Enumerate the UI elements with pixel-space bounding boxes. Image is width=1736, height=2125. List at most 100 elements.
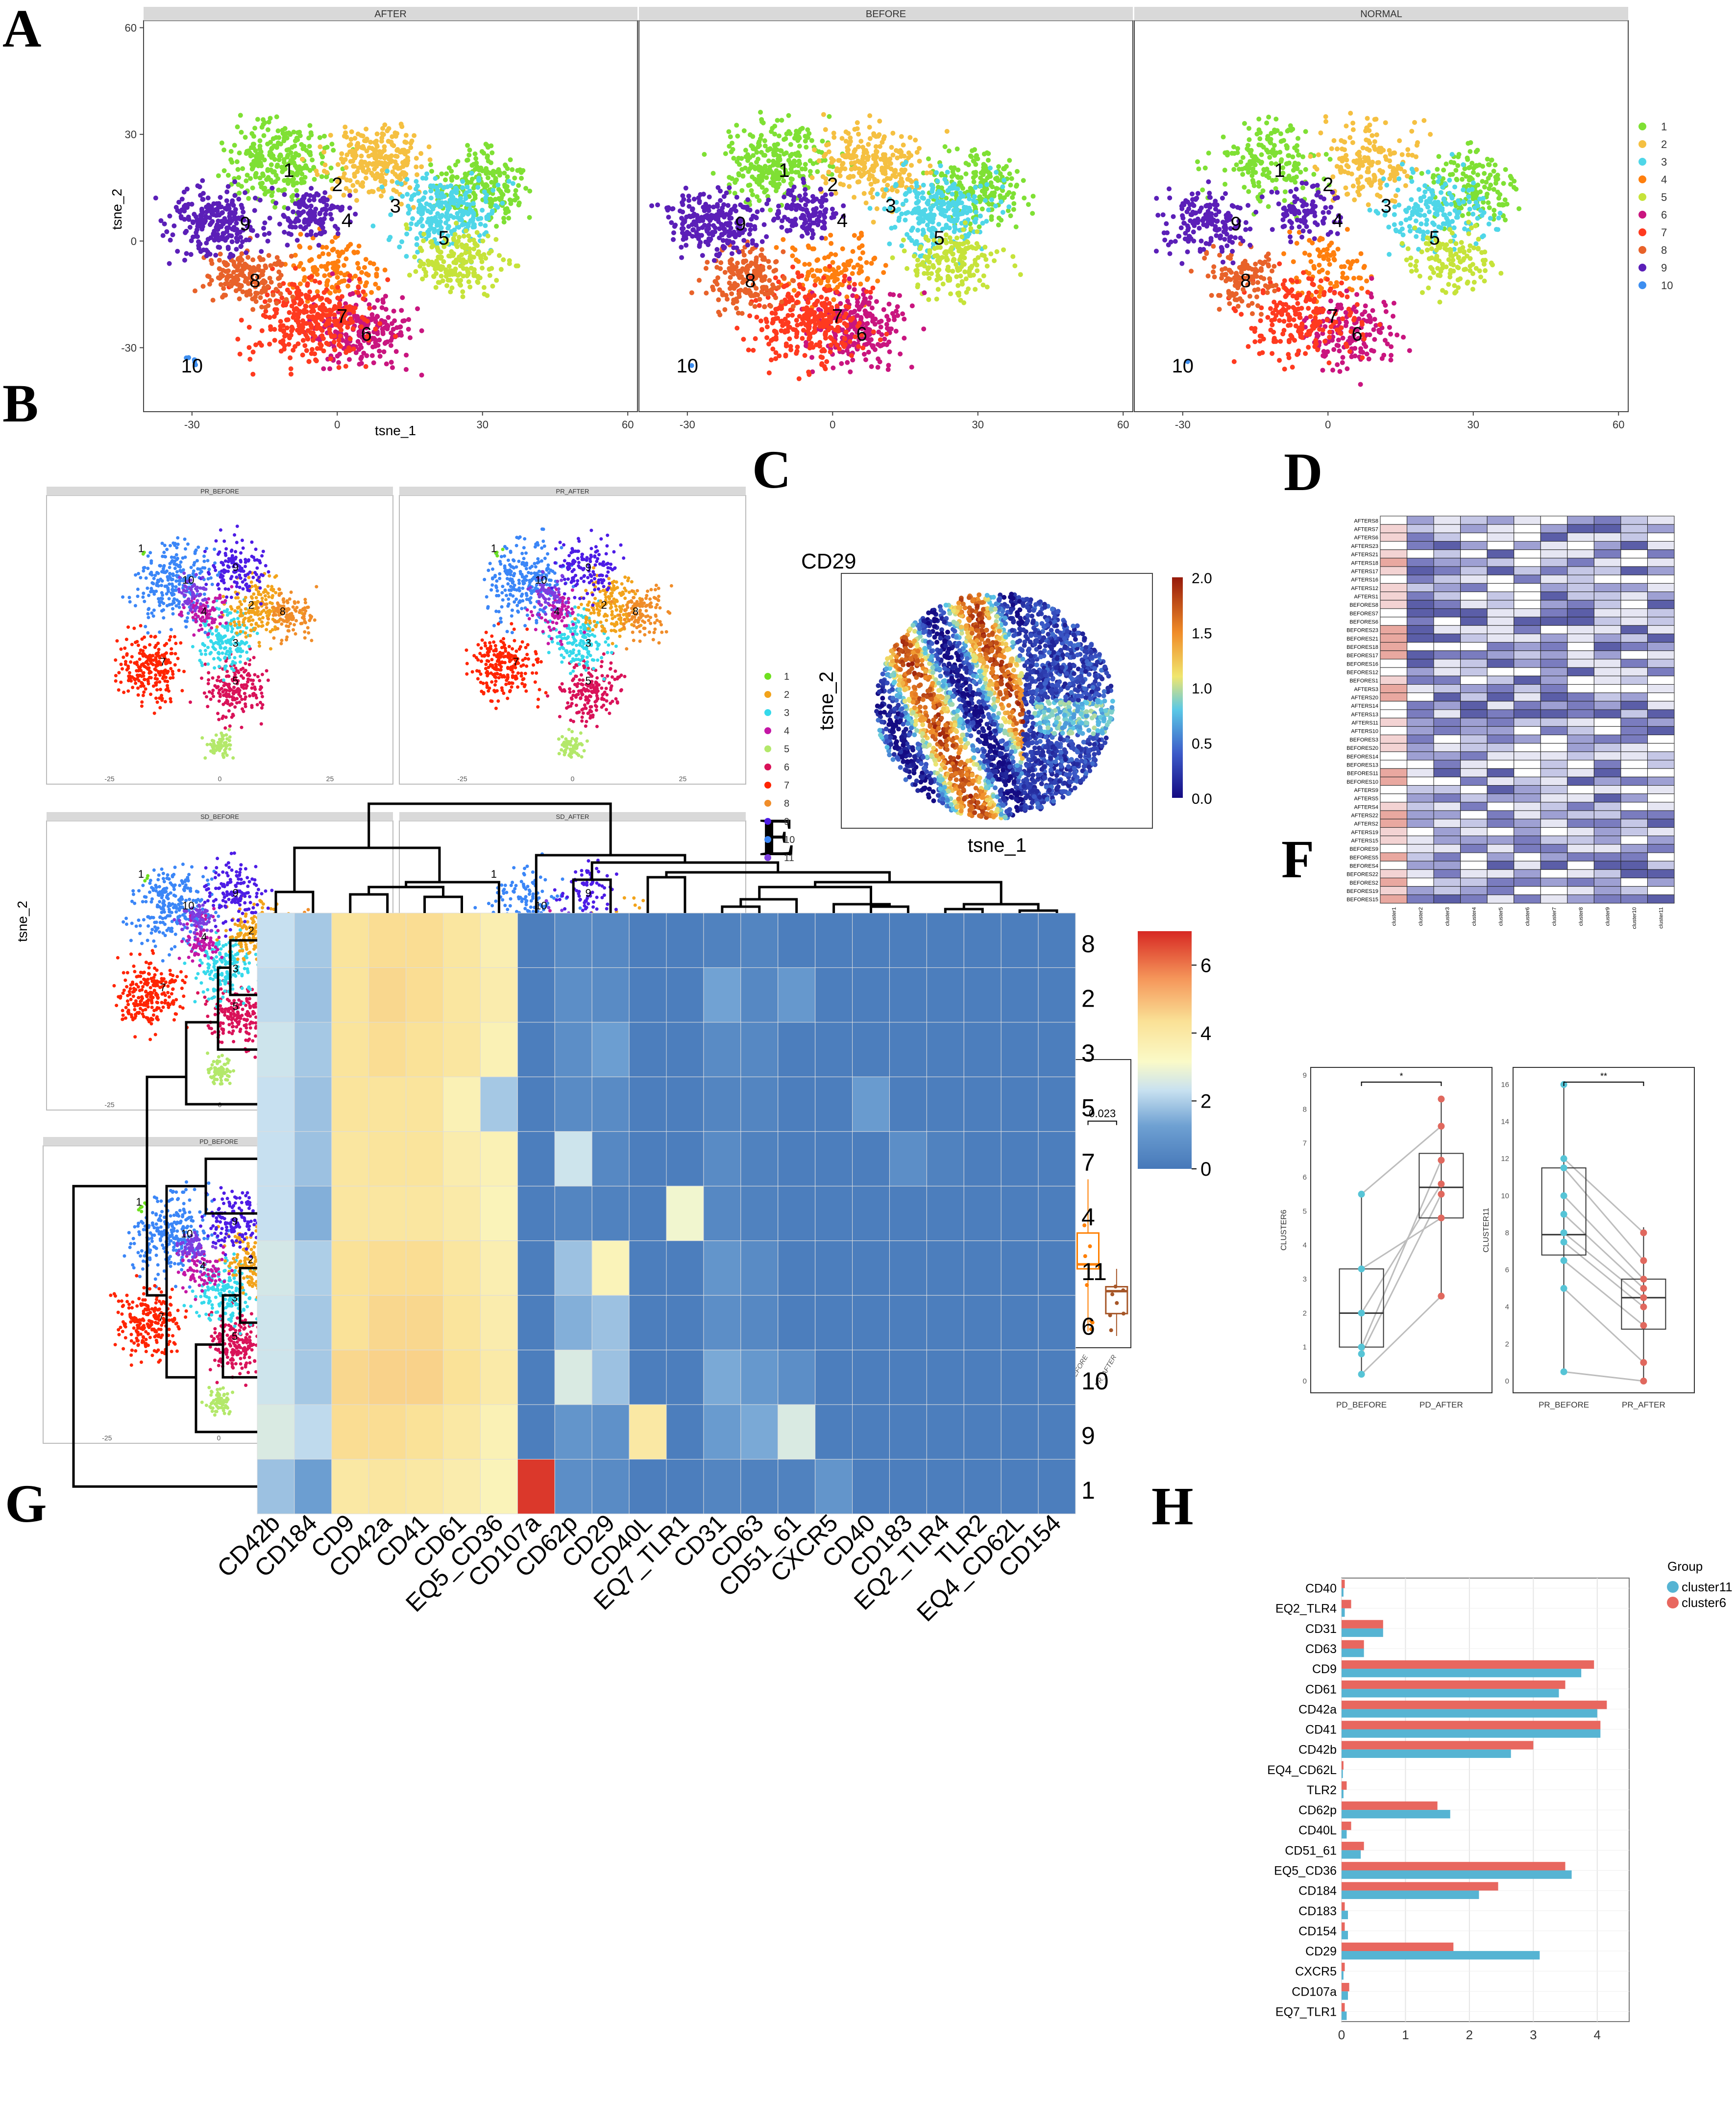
tsne-point [272,169,277,174]
tsne-point [929,183,934,188]
tsne-point [844,295,849,299]
tsne-point [315,172,320,177]
tsne-point [804,145,808,149]
tsne-point [829,241,833,246]
tsne-point [815,268,820,273]
tsne-point [867,313,872,318]
tsne-point [267,342,272,346]
tsne-point [988,251,993,256]
tsne-point [326,252,331,257]
tsne-point [923,215,928,220]
tsne-point [349,129,354,134]
tsne-point [776,204,781,209]
tsne-point [256,264,261,269]
tsne-point [852,265,856,270]
tsne-point [784,228,789,233]
tsne-point [805,231,810,236]
tsne-point [948,185,953,190]
tsne-point [391,188,396,193]
tsne-point [921,183,926,188]
tsne-point [827,301,832,306]
tsne-point [485,153,490,158]
tsne-point [793,151,798,156]
tsne-point [268,324,273,329]
tsne-point [364,280,369,285]
tsne-point [381,189,386,194]
tsne-point [739,167,744,172]
tsne-point [176,200,181,205]
tsne-point [323,212,328,217]
tsne-point [235,159,240,164]
tsne-point [750,192,755,197]
tsne-point [967,268,972,273]
tsne-point [915,258,920,263]
tsne-point [418,151,423,156]
tsne-point [433,176,438,181]
tsne-point [820,195,825,200]
tsne-point [275,176,280,181]
panel-label-f: F [1281,829,1314,889]
tsne-point [807,262,812,267]
tsne-point [831,339,836,344]
tsne-point [338,333,343,338]
tsne-point [1002,178,1006,183]
tsne-point [980,221,985,225]
tsne-point [671,237,676,242]
tsne-point [471,186,476,191]
tsne-point [281,323,286,328]
tsne-point [285,243,290,247]
tsne-point [797,153,802,158]
tsne-point [649,203,654,208]
tsne-point [684,186,688,191]
tsne-point [746,347,751,352]
tsne-point [226,173,231,178]
y-tick-label: 0 [131,235,137,247]
tsne-point [372,305,377,310]
tsne-point [687,214,692,219]
tsne-point [448,290,453,295]
tsne-point [238,351,243,356]
tsne-point [757,303,762,308]
tsne-point [335,285,340,290]
tsne-point [839,270,844,275]
tsne-point [745,197,750,202]
tsne-point [232,225,237,230]
tsne-point [978,175,983,180]
tsne-point [803,139,808,144]
tsne-point [238,235,243,240]
tsne-point [482,292,487,297]
tsne-point [399,124,404,129]
tsne-point [864,260,869,265]
tsne-point [410,216,415,221]
tsne-point [726,213,731,218]
tsne-point [858,315,863,320]
tsne-point [839,166,844,171]
tsne-point [383,340,388,345]
tsne-point [278,291,283,296]
tsne-point [415,236,419,241]
tsne-point [309,132,314,137]
tsne-point [888,176,893,181]
tsne-point [315,312,320,317]
tsne-point [286,342,291,347]
tsne-point [727,185,732,190]
tsne-point [791,278,796,283]
tsne-point [900,311,905,316]
tsne-point [678,208,683,213]
tsne-point [848,339,853,344]
tsne-point [756,145,760,149]
tsne-point [856,132,861,137]
tsne-point [1012,263,1017,268]
tsne-point [679,216,684,221]
tsne-point [347,189,352,194]
tsne-point [762,304,767,309]
tsne-point [373,344,378,348]
tsne-point [705,260,709,265]
tsne-point [312,265,317,270]
tsne-point [862,165,867,170]
tsne-point [788,153,793,158]
tsne-point [754,160,759,165]
cluster-label: 3 [885,196,896,217]
tsne-point [985,264,990,269]
tsne-point [796,274,801,279]
